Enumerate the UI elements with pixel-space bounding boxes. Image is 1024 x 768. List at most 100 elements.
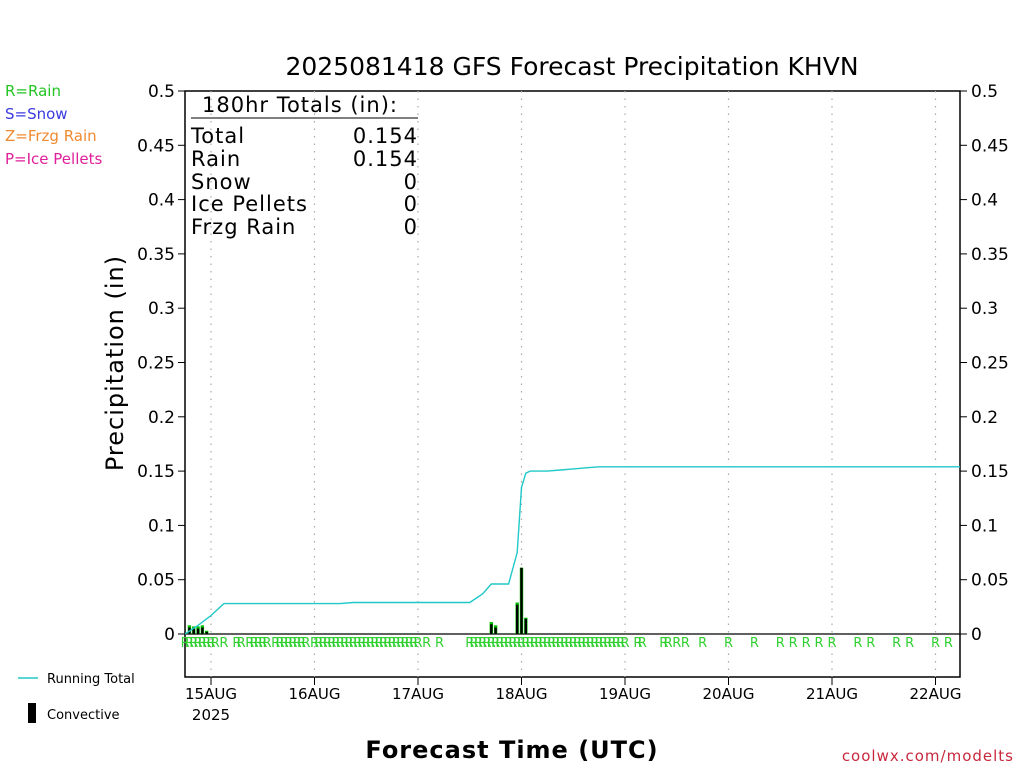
ptype-legend-rain: R=Rain [5,82,61,100]
ptype-mark: R [599,636,608,651]
ptype-mark: R [517,636,526,651]
y-tick-label-left: 0.45 [137,136,175,156]
x-tick-label: 19AUG [599,685,651,703]
ptype-mark: R [556,636,565,651]
ptype-mark: R [293,636,302,651]
ptype-mark: R [383,636,392,651]
y-tick-label-right: 0.1 [971,516,998,536]
y-tick-label-right: 0.3 [971,299,998,319]
ptype-mark: R [366,636,375,651]
ptype-mark: R [284,636,293,651]
ptype-mark: R [608,636,617,651]
totals-label-snow: Snow [191,170,252,194]
ptype-mark: R [319,636,328,651]
y-tick-label-right: 0.45 [971,136,1009,156]
y-tick-label-right: 0 [971,625,982,645]
ptype-mark: R [344,636,353,651]
ptype-mark: R [560,636,569,651]
ptype-mark: R [513,636,522,651]
ptype-legend-ice-pellets: P=Ice Pellets [5,150,102,168]
totals-value-snow: 0 [404,170,418,194]
ptype-mark: R [181,636,190,651]
y-tick-label-right: 0.05 [971,571,1009,591]
ptype-mark: R [724,636,733,651]
ptype-mark: R [392,636,401,651]
ptype-mark: R [413,636,422,651]
ptype-mark: R [301,636,310,651]
totals-box: 180hr Totals (in): Total 0.154 Rain 0.15… [190,93,418,239]
ptype-mark: R [944,636,953,651]
y-tick-label-left: 0.35 [137,245,175,265]
x-tick-year: 2025 [192,706,230,724]
ptype-mark: R [539,636,548,651]
ptype-mark: R [633,636,642,651]
convective-bar [520,567,523,634]
ptype-mark: R [698,636,707,651]
ptype-mark: R [194,636,203,651]
plot-frame [184,90,961,678]
ptype-mark: R [612,636,621,651]
y-tick-label-left: 0.3 [148,299,175,319]
ptype-mark: R [189,636,198,651]
chart-title: 2025081418 GFS Forecast Precipitation KH… [285,52,858,81]
ptype-mark: R [586,636,595,651]
ptype-mark: R [931,636,940,651]
ptype-mark: R [577,636,586,651]
ptype-mark: R [534,636,543,651]
y-tick-label-left: 0.4 [148,191,175,211]
x-tick-label: 15AUG [185,685,237,703]
ptype-mark: R [357,636,366,651]
ptype-mark: R [582,636,591,651]
ptype-mark: R [595,636,604,651]
totals-label-ice-pellets: Ice Pellets [191,192,308,216]
ptype-mark: R [314,636,323,651]
series-legend: Running Total Convective [18,672,135,723]
ptype-mark: R [815,636,824,651]
ptype-mark: R [491,636,500,651]
x-tick-label: 22AUG [910,685,962,703]
ptype-mark: R [470,636,479,651]
y-tick-label-right: 0.25 [971,354,1009,374]
ptype-mark: R [590,636,599,651]
ptype-mark: R [250,636,259,651]
y-tick-label-left: 0.2 [148,408,175,428]
convective-legend-label: Convective [47,708,120,723]
ptype-mark: R [750,636,759,651]
totals-value-frzg-rain: 0 [404,215,418,239]
y-tick-label-left: 0.1 [148,516,175,536]
y-tick-label-left: 0.5 [148,82,175,102]
ptype-mark: R [530,636,539,651]
ptype-mark: R [482,636,491,651]
convective-bar [490,624,493,634]
ptype-mark: R [263,636,272,651]
ptype-mark: R [789,636,798,651]
ptype-mark: R [288,636,297,651]
ptype-mark: R [776,636,785,651]
ptype-mark: R [681,636,690,651]
totals-value-rain: 0.154 [353,147,418,171]
ptype-mark: R [245,636,254,651]
y-tick-label-right: 0.35 [971,245,1009,265]
ptype-mark: R [396,636,405,651]
convective-bar [205,631,208,634]
totals-value-total: 0.154 [353,124,418,148]
x-tick-label: 18AUG [496,685,548,703]
ptype-mark: R [547,636,556,651]
ptype-mark: R [543,636,552,651]
ptype-mark: R [237,636,246,651]
totals-header: 180hr Totals (in): [202,93,398,117]
ptype-mark: R [616,636,625,651]
y-tick-label-left: 0.05 [137,571,175,591]
ptype-mark: R [465,636,474,651]
ptype-mark: R [258,636,267,651]
y-axis-right: 0.5 0.45 0.4 0.35 0.3 0.25 0.2 0.15 0.1 0.05 0 [960,82,1009,645]
ptype-legend-snow: S=Snow [5,105,68,123]
y-tick-label-left: 0.25 [137,354,175,374]
ptype-mark: R [551,636,560,651]
ptype-mark: R [271,636,280,651]
x-tick-label: 16AUG [289,685,341,703]
y-tick-label-left: 0.15 [137,462,175,482]
ptype-mark: R [422,636,431,651]
y-tick-label-left: 0 [164,625,175,645]
ptype-mark: R [526,636,535,651]
